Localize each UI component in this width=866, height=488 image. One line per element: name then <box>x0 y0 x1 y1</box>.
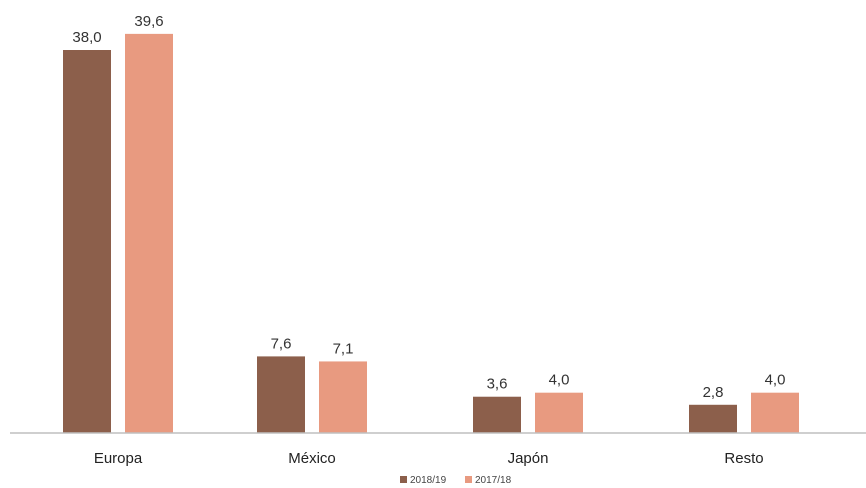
bar-europa-2017-18 <box>125 33 173 433</box>
data-label: 7,6 <box>271 335 292 352</box>
data-label: 3,6 <box>487 376 508 393</box>
category-label: Resto <box>724 450 763 467</box>
legend: 2018/19 2017/18 <box>400 475 512 486</box>
bar-mexico-2017-18 <box>319 361 367 433</box>
value-labels-layer: 38,0 39,6 7,6 7,1 3,6 4,0 2,8 4,0 <box>72 13 785 401</box>
legend-label: 2018/19 <box>410 475 447 486</box>
bars-layer <box>63 33 799 433</box>
legend-swatch <box>400 476 407 483</box>
bar-resto-2018-19 <box>689 404 737 433</box>
bar-europa-2018-19 <box>63 50 111 433</box>
bar-japon-2017-18 <box>535 392 583 433</box>
bar-japon-2018-19 <box>473 396 521 433</box>
data-label: 38,0 <box>72 29 101 46</box>
category-labels-layer: Europa México Japón Resto <box>94 450 764 467</box>
legend-swatch <box>465 476 472 483</box>
category-label: Japón <box>508 450 549 467</box>
bar-resto-2017-18 <box>751 392 799 433</box>
data-label: 4,0 <box>765 372 786 389</box>
bar-mexico-2018-19 <box>257 356 305 433</box>
data-label: 7,1 <box>333 340 354 357</box>
category-label: Europa <box>94 450 143 467</box>
legend-label: 2017/18 <box>475 475 512 486</box>
data-label: 4,0 <box>549 372 570 389</box>
data-label: 2,8 <box>703 384 724 401</box>
data-label: 39,6 <box>134 13 163 30</box>
category-label: México <box>288 450 336 467</box>
